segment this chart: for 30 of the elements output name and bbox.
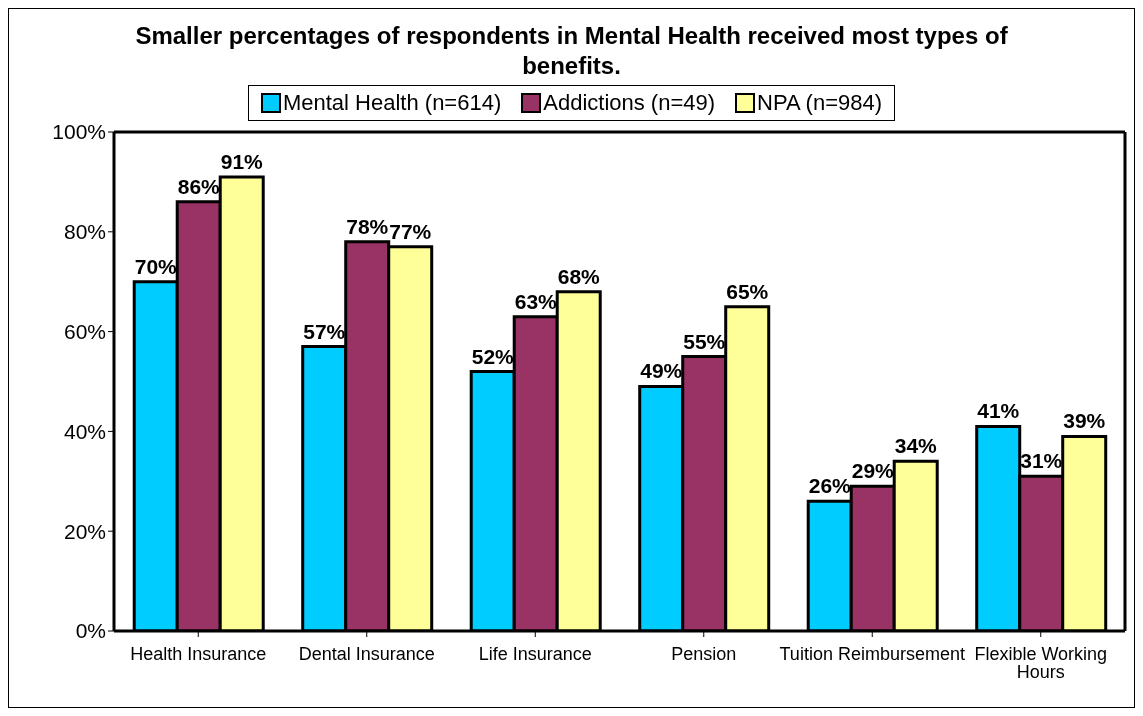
- data-label: 91%: [220, 149, 264, 173]
- data-label: 29%: [851, 459, 895, 483]
- y-tick-label: 20%: [63, 519, 106, 543]
- y-tick-label: 0%: [75, 619, 106, 643]
- data-label: 34%: [894, 434, 938, 458]
- data-label: 39%: [1063, 409, 1106, 433]
- x-tick-label: Pension: [671, 643, 737, 664]
- data-label: 52%: [471, 344, 515, 368]
- legend-label: NPA (n=984): [756, 90, 883, 116]
- y-tick-label: 60%: [63, 320, 106, 344]
- data-label: 26%: [808, 474, 852, 498]
- x-tick-label: Health Insurance: [130, 643, 267, 664]
- x-tick-label: Flexible Working Hours: [974, 643, 1108, 682]
- legend-label: Addictions (n=49): [542, 90, 716, 116]
- data-label: 77%: [389, 219, 432, 243]
- y-tick-label: 40%: [63, 419, 106, 443]
- data-label: 68%: [557, 264, 601, 288]
- data-label: 78%: [346, 214, 389, 238]
- legend-label: Mental Health (n=614): [281, 90, 502, 116]
- data-label: 41%: [977, 399, 1020, 423]
- y-tick-label: 80%: [63, 220, 106, 244]
- data-label: 65%: [726, 279, 769, 303]
- x-tick-label: Life Insurance: [478, 643, 592, 664]
- y-tick-label: 100%: [52, 120, 106, 144]
- chart-title: Smaller percentages of respondents in Mental Health received most types of benefits.: [134, 21, 1009, 81]
- x-tick-label: Tuition Reimbursement: [779, 643, 965, 664]
- x-tick-label: Dental Insurance: [298, 643, 435, 664]
- data-label: 63%: [514, 289, 558, 313]
- data-label: 70%: [134, 254, 178, 278]
- data-label: 86%: [177, 174, 221, 198]
